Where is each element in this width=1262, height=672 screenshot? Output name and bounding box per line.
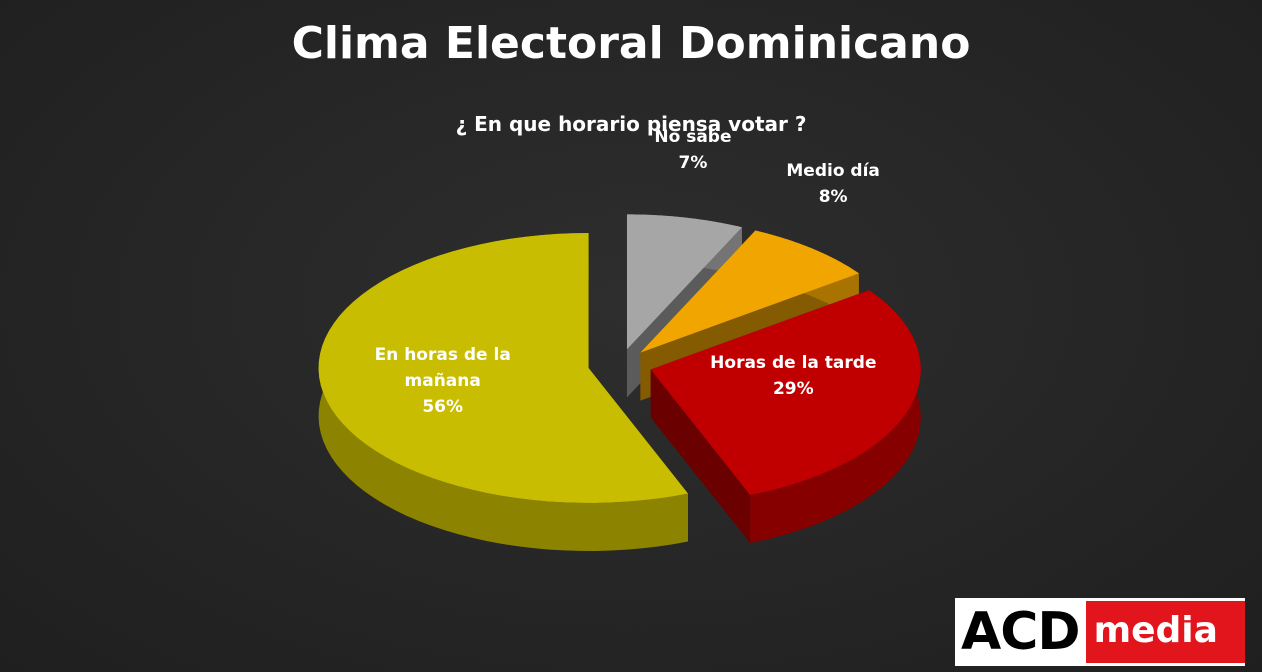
slice <box>318 232 688 551</box>
logo-tag: media <box>1085 601 1245 663</box>
value-label: 56% <box>422 396 464 417</box>
chart-title: Clima Electoral Dominicano <box>291 18 971 69</box>
logo: ACD media <box>955 598 1245 666</box>
slice-wall <box>650 369 751 543</box>
chart-subtitle: ¿ En que horario piensa votar ? <box>455 112 807 136</box>
slice-top <box>640 230 859 353</box>
logo-text: ACD <box>961 602 1081 662</box>
value-label: 29% <box>772 379 814 400</box>
value-label: 7% <box>678 152 708 173</box>
slice <box>650 290 921 543</box>
value-label: 8% <box>818 187 848 208</box>
slice-label: Medio día <box>786 161 880 182</box>
slice-top <box>650 290 921 495</box>
slice-top <box>318 232 688 503</box>
slice-label: En horas de la mañana <box>374 344 511 391</box>
slice-label: Horas de la tarde <box>710 353 877 374</box>
slice-top <box>626 214 742 350</box>
slice-label: No sabe <box>654 126 732 147</box>
slice-side <box>750 290 921 543</box>
